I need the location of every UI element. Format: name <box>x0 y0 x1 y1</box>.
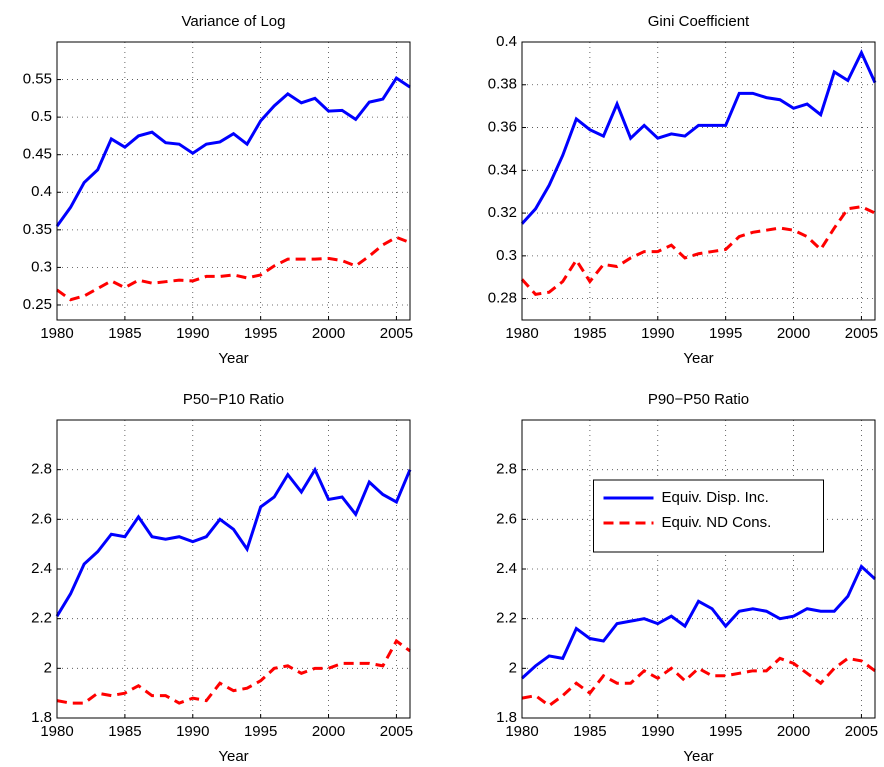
legend-label: Equiv. ND Cons. <box>662 514 772 531</box>
axes-frame <box>56 419 411 719</box>
x-tick-label: 1995 <box>244 723 277 740</box>
x-tick-label: 2005 <box>845 325 878 342</box>
y-tick-label: 0.25 <box>23 296 52 313</box>
x-axis-label: Year <box>218 748 248 765</box>
x-tick-label: 2000 <box>312 723 345 740</box>
plot-area <box>57 420 410 718</box>
legend-box <box>593 479 824 553</box>
x-axis-label: Year <box>683 350 713 367</box>
y-tick-label: 2.2 <box>496 610 517 627</box>
y-tick-label: 0.32 <box>488 204 517 221</box>
x-tick-label: 2005 <box>380 325 413 342</box>
x-tick-label: 1980 <box>40 325 73 342</box>
series-line <box>521 656 876 708</box>
x-tick-label: 1995 <box>709 325 742 342</box>
y-tick-label: 0.28 <box>488 290 517 307</box>
y-tick-label: 0.36 <box>488 119 517 136</box>
chart-title: Gini Coefficient <box>648 13 750 30</box>
y-tick-label: 0.35 <box>23 221 52 238</box>
y-tick-label: 1.8 <box>496 709 517 726</box>
y-tick-label: 2 <box>44 659 52 676</box>
x-tick-label: 2000 <box>312 325 345 342</box>
y-tick-label: 0.55 <box>23 71 52 88</box>
y-tick-label: 2 <box>509 659 517 676</box>
legend-label: Equiv. Disp. Inc. <box>662 489 769 506</box>
y-tick-label: 0.3 <box>31 258 52 275</box>
y-tick-label: 2.4 <box>31 560 52 577</box>
y-tick-label: 0.3 <box>496 247 517 264</box>
plot-area <box>522 42 875 320</box>
series-line <box>56 235 411 302</box>
x-tick-label: 2005 <box>845 723 878 740</box>
x-tick-label: 1990 <box>641 325 674 342</box>
series-line <box>55 466 412 617</box>
series-line <box>520 564 877 680</box>
chart-title: Variance of Log <box>182 13 286 30</box>
x-tick-label: 1995 <box>244 325 277 342</box>
x-tick-label: 1985 <box>573 325 606 342</box>
chart-title: P90−P50 Ratio <box>648 391 749 408</box>
x-tick-label: 1990 <box>176 325 209 342</box>
axes-frame <box>521 419 876 719</box>
x-tick-label: 2000 <box>777 325 810 342</box>
plot-area <box>522 420 875 718</box>
x-axis-label: Year <box>683 748 713 765</box>
series-line <box>520 49 877 225</box>
axes-frame <box>521 41 876 321</box>
series-line <box>55 75 411 227</box>
x-tick-label: 1980 <box>505 723 538 740</box>
y-tick-label: 2.6 <box>31 510 52 527</box>
x-tick-label: 1985 <box>108 325 141 342</box>
x-tick-label: 1985 <box>108 723 141 740</box>
y-tick-label: 2.6 <box>496 510 517 527</box>
x-tick-label: 1995 <box>709 723 742 740</box>
y-tick-label: 0.4 <box>496 33 517 50</box>
y-tick-label: 0.5 <box>31 108 52 125</box>
x-axis-label: Year <box>218 350 248 367</box>
y-tick-label: 2.8 <box>31 461 52 478</box>
series-line <box>56 638 411 705</box>
series-line <box>520 205 876 296</box>
y-tick-label: 0.4 <box>31 183 52 200</box>
axes-frame <box>56 41 411 321</box>
x-tick-label: 2005 <box>380 723 413 740</box>
chart-title: P50−P10 Ratio <box>183 391 284 408</box>
x-tick-label: 1990 <box>641 723 674 740</box>
y-tick-label: 2.4 <box>496 560 517 577</box>
y-tick-label: 1.8 <box>31 709 52 726</box>
y-tick-label: 0.38 <box>488 76 517 93</box>
x-tick-label: 1980 <box>40 723 73 740</box>
plot-area <box>57 42 410 320</box>
x-tick-label: 1980 <box>505 325 538 342</box>
x-tick-label: 1985 <box>573 723 606 740</box>
y-tick-label: 0.45 <box>23 146 52 163</box>
y-tick-label: 0.34 <box>488 161 517 178</box>
x-tick-label: 1990 <box>176 723 209 740</box>
y-tick-label: 2.2 <box>31 610 52 627</box>
y-tick-label: 2.8 <box>496 461 517 478</box>
x-tick-label: 2000 <box>777 723 810 740</box>
